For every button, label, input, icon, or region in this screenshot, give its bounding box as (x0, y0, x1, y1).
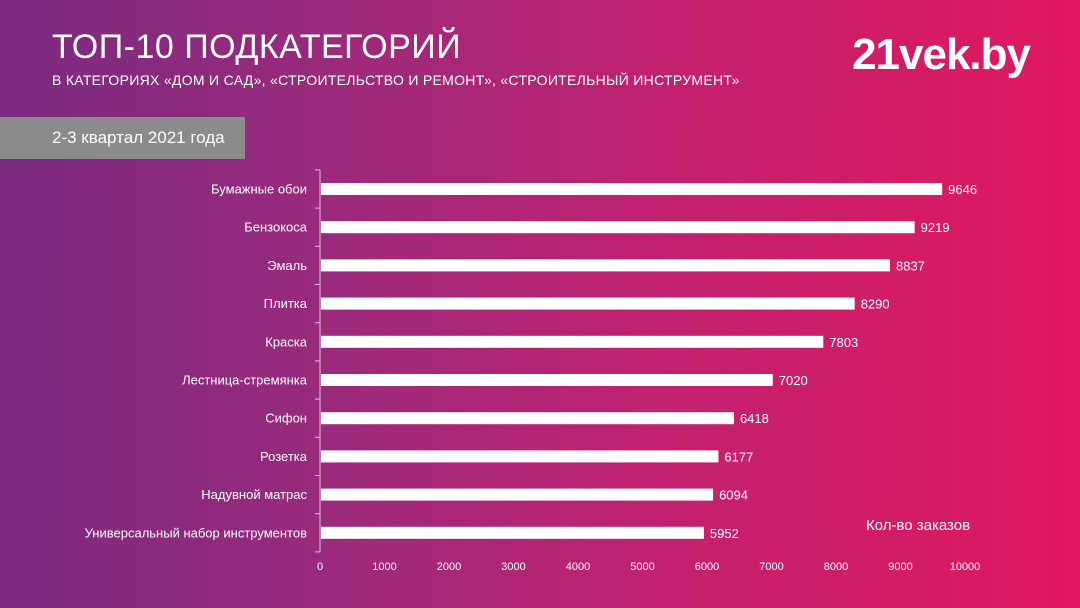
chart-title: ТОП-10 ПОДКАТЕГОРИЙ (52, 28, 462, 66)
data-label: 7803 (829, 335, 858, 350)
data-label: 6094 (719, 488, 748, 503)
bar (321, 297, 855, 310)
bar (321, 183, 943, 195)
bar (321, 450, 719, 463)
category-label: Краска (265, 334, 308, 349)
x-tick-label: 6000 (695, 561, 719, 573)
x-tick-label: 10000 (950, 561, 981, 573)
x-axis-title: Кол-во заказов (866, 517, 970, 534)
category-label: Розетка (260, 449, 308, 464)
chart-subtitle: В КАТЕГОРИЯХ «ДОМ И САД», «СТРОИТЕЛЬСТВО… (52, 72, 740, 88)
category-label: Лестница-стремянка (182, 373, 308, 388)
bar (321, 412, 734, 425)
bar (321, 221, 915, 234)
bar (321, 526, 704, 539)
x-tick-label: 4000 (566, 561, 590, 573)
data-label: 6418 (740, 411, 769, 426)
x-tick-label: 5000 (630, 561, 654, 573)
x-tick-label: 0 (317, 561, 323, 573)
data-label: 7020 (779, 373, 808, 388)
bar (321, 259, 890, 272)
bar (321, 374, 773, 386)
category-label: Бензокоса (244, 220, 308, 235)
period-label: 2-3 квартал 2021 года (52, 128, 225, 147)
category-label: Бумажные обои (211, 182, 307, 197)
data-label: 8837 (896, 258, 925, 273)
data-label: 6177 (724, 449, 753, 464)
category-label: Плитка (264, 296, 308, 311)
data-label: 9219 (921, 220, 950, 235)
data-label: 5952 (710, 526, 739, 541)
brand-logo: 21vek.by (852, 30, 1031, 79)
bar (321, 335, 824, 348)
category-label: Надувной матрас (201, 487, 307, 502)
x-tick-label: 7000 (759, 561, 783, 573)
x-tick-label: 3000 (501, 561, 525, 573)
data-label: 8290 (861, 297, 890, 312)
x-tick-label: 9000 (888, 561, 912, 573)
x-tick-label: 8000 (824, 561, 848, 573)
x-tick-label: 2000 (437, 561, 461, 573)
period-badge: 2-3 квартал 2021 года (0, 117, 245, 159)
bar (321, 488, 714, 501)
category-label: Эмаль (267, 258, 307, 273)
x-tick-label: 1000 (372, 561, 396, 573)
category-label: Сифон (265, 411, 307, 426)
data-label: 9646 (948, 182, 977, 197)
category-label: Универсальный набор инструментов (85, 525, 307, 540)
